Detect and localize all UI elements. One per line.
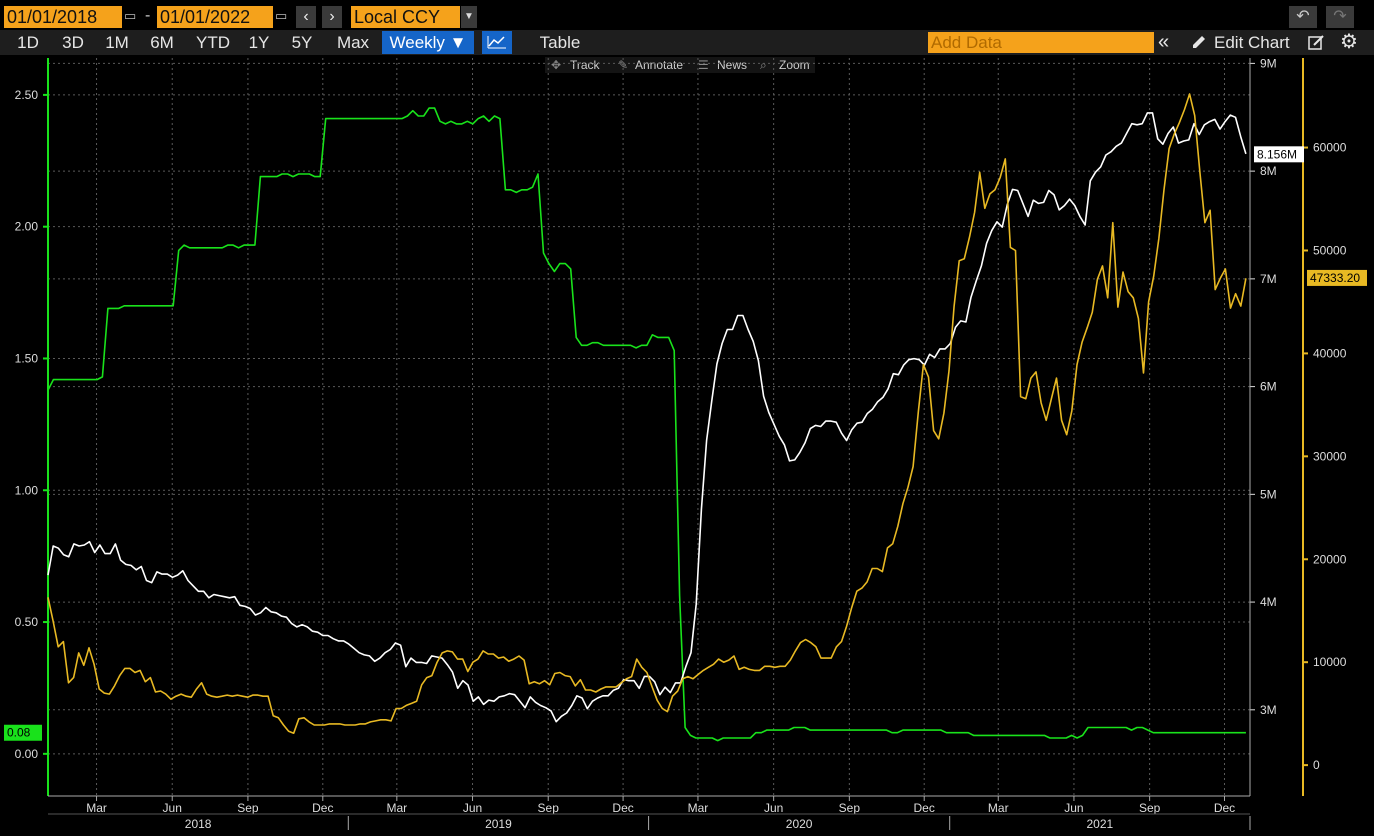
right2-y-tick-label: 30000	[1313, 449, 1347, 463]
last-value-green: 0.08	[7, 726, 31, 740]
end-date-field[interactable]: 01/01/2022	[157, 6, 273, 28]
chart-area: Mar Jun Sep Dec Mar Jun Sep Dec Mar Jun Sep Dec Mar J…	[4, 56, 1367, 831]
gear-icon[interactable]: ⚙	[1340, 31, 1358, 53]
x-month-label: Dec	[612, 801, 633, 815]
x-month-label: Sep	[237, 801, 259, 815]
prev-arrow-icon[interactable]: ‹	[296, 6, 316, 28]
right-y-tick-label: 9M	[1260, 56, 1277, 70]
x-month-label: Jun	[764, 801, 783, 815]
range-button-6m[interactable]: 6M	[150, 33, 174, 52]
last-value-white: 8.156M	[1257, 147, 1297, 161]
x-month-label: Mar	[386, 801, 407, 815]
x-year-label: 2021	[1087, 817, 1114, 831]
range-button-3d[interactable]: 3D	[62, 33, 84, 52]
right-y-tick-label: 4M	[1260, 595, 1277, 609]
zoom-tool[interactable]: Zoom	[779, 58, 810, 72]
range-button-1d[interactable]: 1D	[17, 33, 39, 52]
right2-y-tick-label: 0	[1313, 758, 1320, 772]
last-value-white-bg	[1254, 146, 1304, 163]
range-button-1y[interactable]: 1Y	[248, 33, 270, 52]
right2-y-tick-label: 50000	[1313, 243, 1347, 257]
news-icon: ☰	[698, 58, 709, 72]
x-month-label: Dec	[312, 801, 333, 815]
left-y-tick-label: 2.00	[15, 220, 39, 234]
date-separator: -	[145, 7, 151, 24]
frequency-select[interactable]: Weekly ▼	[382, 31, 474, 54]
last-value-gold-bg	[1307, 269, 1367, 286]
x-year-label: 2020	[786, 817, 813, 831]
x-month-label: Dec	[914, 801, 935, 815]
edit-icon[interactable]	[1306, 30, 1328, 55]
x-month-label: Jun	[163, 801, 182, 815]
add-data-input[interactable]: Add Data	[928, 32, 1154, 53]
dropdown-arrow-icon[interactable]: ▼	[461, 6, 477, 28]
right-y-tick-label: 7M	[1260, 272, 1277, 286]
x-month-label: Sep	[839, 801, 861, 815]
x-month-label: Jun	[463, 801, 482, 815]
range-button-max[interactable]: Max	[336, 33, 370, 52]
pencil-icon	[1190, 30, 1210, 55]
collapse-icon[interactable]: «	[1158, 31, 1170, 53]
x-month-label: Mar	[988, 801, 1009, 815]
edit-chart-button[interactable]: Edit Chart	[1214, 33, 1290, 52]
news-tool[interactable]: News	[717, 58, 748, 72]
right2-y-tick-label: 20000	[1313, 552, 1347, 566]
x-month-label: Sep	[1139, 801, 1161, 815]
line-chart-icon[interactable]	[482, 31, 512, 54]
redo-icon[interactable]: ↷	[1326, 6, 1354, 28]
x-year-label: 2018	[185, 817, 212, 831]
next-arrow-icon[interactable]: ›	[322, 6, 342, 28]
right2-y-tick-label: 60000	[1313, 141, 1347, 155]
right-y-tick-label: 8M	[1260, 164, 1277, 178]
undo-icon[interactable]: ↶	[1289, 6, 1317, 28]
currency-select[interactable]: Local CCY	[351, 6, 460, 28]
x-month-label: Dec	[1214, 801, 1235, 815]
right-y-tick-label: 5M	[1260, 487, 1277, 501]
calendar-icon[interactable]: ▭	[124, 8, 137, 23]
calendar-icon[interactable]: ▭	[275, 8, 288, 23]
range-button-ytd[interactable]: YTD	[196, 33, 230, 52]
zoom-icon: ⌕	[760, 58, 767, 72]
left-y-tick-label: 2.50	[15, 88, 39, 102]
right2-y-tick-label: 10000	[1313, 655, 1347, 669]
range-button-1m[interactable]: 1M	[105, 33, 129, 52]
x-month-label: Mar	[86, 801, 107, 815]
series-line	[47, 107, 1246, 742]
x-month-label: Sep	[538, 801, 560, 815]
right-y-tick-label: 3M	[1260, 703, 1277, 717]
last-value-green-bg	[4, 724, 42, 741]
x-month-label: Jun	[1064, 801, 1083, 815]
right-y-tick-label: 6M	[1260, 380, 1277, 394]
left-y-tick-label: 1.50	[15, 351, 39, 365]
series-line	[47, 112, 1247, 723]
annotate-tool[interactable]: Annotate	[635, 58, 684, 72]
series-line	[47, 93, 1247, 735]
x-month-label: Mar	[688, 801, 709, 815]
table-button[interactable]: Table	[539, 33, 581, 52]
start-date-field[interactable]: 01/01/2018	[4, 6, 122, 28]
crosshair-icon: ✥	[551, 58, 562, 72]
track-tool[interactable]: Track	[570, 58, 600, 72]
left-y-tick-label: 0.00	[15, 747, 39, 761]
right2-y-tick-label: 40000	[1313, 346, 1347, 360]
x-year-label: 2019	[485, 817, 512, 831]
last-value-gold: 47333.20	[1310, 271, 1360, 285]
range-button-5y[interactable]: 5Y	[291, 33, 313, 52]
left-y-tick-label: 0.50	[15, 615, 39, 629]
left-y-tick-label: 1.00	[15, 483, 39, 497]
chart-tools-bar: ✥ Track ✎ Annotate ☰ News ⌕ Zoom	[545, 57, 815, 73]
